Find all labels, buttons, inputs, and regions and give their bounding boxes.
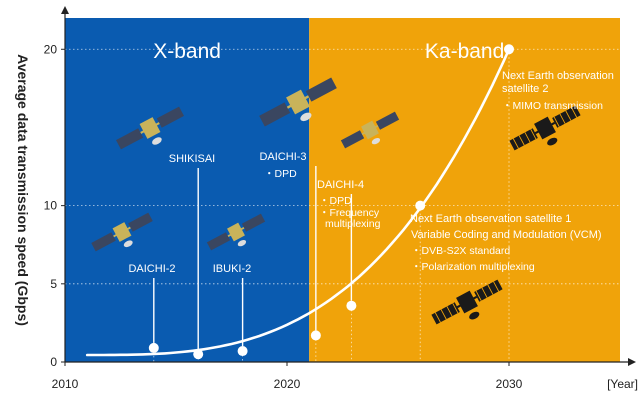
y-tick-label: 0 [50,355,57,369]
point-note: Variable Coding and Modulation (VCM) [411,229,602,241]
data-point [415,200,426,211]
satellite-icon-next-1 [431,279,503,325]
y-tick-label: 5 [50,277,57,291]
band-x-band [65,18,310,362]
point-label: DAICHI-4 [317,179,364,191]
data-point [346,300,357,311]
satellite-image-ibuki2 [206,213,266,251]
y-axis-arrow [61,6,69,14]
y-tick-label: 20 [44,42,58,56]
x-tick-label: 2030 [496,377,523,391]
y-axis-label: Average data transmission speed (Gbps) [15,54,31,326]
data-point [310,330,321,341]
point-note: ・Polarization multiplexing [411,261,535,273]
data-point [148,342,159,353]
point-label: Next Earth observation satellite 1 [410,213,571,225]
growth-curve [85,47,511,357]
x-axis-arrow [628,358,636,366]
x-tick-label: 2010 [52,377,79,391]
x-tick-label: 2020 [274,377,301,391]
point-note: ・DPD [319,195,352,207]
satellite-image-daichi4 [340,111,400,149]
band-label: Ka-band [425,40,504,63]
point-note: ・MIMO transmission [502,100,603,112]
data-point [237,346,248,357]
point-label: SHIKISAI [169,153,215,165]
point-label: Next Earth observation satellite 2 [502,70,614,95]
data-point [193,349,204,360]
data-point [504,44,514,55]
point-note: ・Frequency multiplexing [319,207,381,230]
point-note: ・DVB-S2X standard [411,245,510,257]
point-label: DAICHI-2 [128,263,175,275]
point-label: DAICHI-3 [259,151,306,163]
y-tick-label: 10 [44,199,58,213]
satellite-image-daichi3 [259,77,337,127]
point-note: ・DPD [264,168,297,180]
satellite-image-shikisai [116,106,184,150]
satellite-icon-next-2 [509,105,581,151]
band-label: X-band [153,40,221,63]
point-label: IBUKI-2 [213,263,252,275]
satellite-image-daichi2 [91,212,153,252]
x-axis-label: [Year] [607,377,638,391]
